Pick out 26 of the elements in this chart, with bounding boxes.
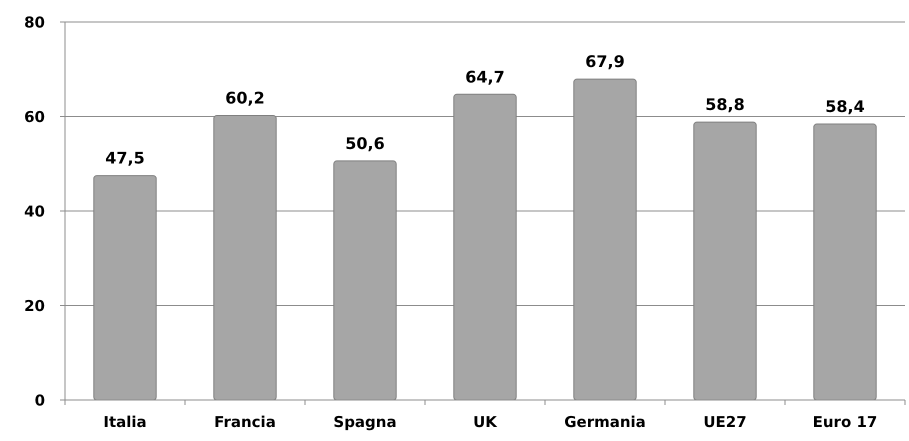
y-tick-label: 20 [24, 296, 45, 315]
y-tick-label: 40 [24, 202, 45, 220]
data-label: 67,9 [585, 52, 625, 72]
bar [573, 78, 637, 400]
bar [813, 124, 877, 400]
bar [693, 122, 757, 400]
x-tick-label: Germania [564, 413, 646, 431]
data-label: 64,7 [465, 67, 505, 86]
y-tick-label: 0 [34, 391, 45, 410]
bar [453, 94, 517, 400]
x-tick-label: UE27 [703, 413, 747, 431]
data-label: 58,4 [825, 97, 865, 116]
bar [93, 175, 157, 400]
data-label: 58,8 [705, 95, 745, 114]
x-tick-label: Spagna [333, 413, 397, 431]
data-label: 47,5 [105, 148, 145, 168]
bar [333, 160, 397, 400]
x-tick-label: Italia [103, 413, 147, 431]
data-label: 50,6 [345, 134, 385, 153]
x-tick-label: Euro 17 [812, 413, 878, 431]
x-tick-label: UK [473, 413, 498, 431]
y-tick-label: 60 [24, 108, 45, 126]
y-tick-label: 80 [24, 13, 45, 32]
data-label: 60,2 [225, 88, 265, 108]
bar [213, 115, 277, 400]
x-tick-label: Francia [214, 413, 276, 431]
